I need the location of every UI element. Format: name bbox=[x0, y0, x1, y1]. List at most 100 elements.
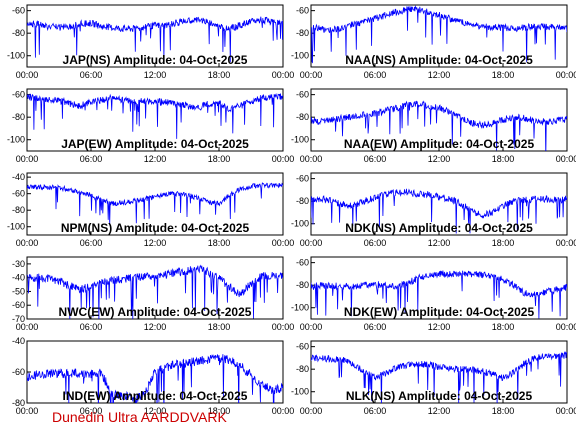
x-tick-label: 00:00 bbox=[16, 70, 39, 80]
x-tick-label: 00:00 bbox=[556, 70, 576, 80]
x-tick-label: 00:00 bbox=[300, 406, 323, 416]
y-tick-label: -100 bbox=[291, 135, 309, 145]
x-tick-label: 00:00 bbox=[272, 70, 295, 80]
chart-panel: -60 -80 -100 00:00 06:00 12:00 18:00 00:00 JAP(N… bbox=[7, 4, 295, 80]
series-line bbox=[311, 5, 567, 64]
x-tick-label: 18:00 bbox=[208, 238, 231, 248]
plot-frame bbox=[310, 172, 568, 236]
plot-frame bbox=[26, 88, 284, 152]
y-tick-label: -60 bbox=[296, 90, 309, 100]
x-tick-label: 18:00 bbox=[208, 154, 231, 164]
y-tick-label: -80 bbox=[296, 364, 309, 374]
series-line bbox=[27, 264, 283, 319]
x-tick-label: 06:00 bbox=[364, 322, 387, 332]
x-tick-label: 18:00 bbox=[208, 322, 231, 332]
chart-panel: -60 -80 -100 00:00 06:00 12:00 18:00 00:00 JAP(E… bbox=[7, 88, 294, 164]
x-tick-label: 00:00 bbox=[300, 70, 323, 80]
y-tick-label: -100 bbox=[291, 303, 309, 313]
y-tick-label: -80 bbox=[12, 112, 25, 122]
plot-frame bbox=[26, 340, 284, 404]
y-tick-label: -80 bbox=[12, 28, 25, 38]
x-tick-label: 12:00 bbox=[144, 154, 167, 164]
x-tick-label: 12:00 bbox=[428, 322, 451, 332]
y-tick-label: -100 bbox=[7, 222, 25, 232]
x-tick-label: 18:00 bbox=[208, 70, 231, 80]
y-tick-label: -70 bbox=[12, 314, 25, 324]
x-tick-label: 12:00 bbox=[428, 154, 451, 164]
series-line bbox=[311, 351, 567, 403]
y-tick-label: -30 bbox=[12, 259, 25, 269]
y-tick-label: -80 bbox=[296, 280, 309, 290]
y-tick-label: -100 bbox=[291, 387, 309, 397]
x-tick-label: 06:00 bbox=[80, 406, 103, 416]
chart-title: NWC(EW) Amplitude: 04-Oct-2025 bbox=[59, 305, 252, 319]
x-tick-label: 00:00 bbox=[556, 238, 576, 248]
y-tick-label: -100 bbox=[291, 51, 309, 61]
x-tick-label: 12:00 bbox=[428, 238, 451, 248]
y-tick-label: -40 bbox=[12, 172, 25, 182]
x-tick-label: 12:00 bbox=[428, 70, 451, 80]
chart-title: JAP(NS) Amplitude: 04-Oct-2025 bbox=[63, 53, 248, 67]
x-tick-label: 12:00 bbox=[428, 406, 451, 416]
y-tick-label: -80 bbox=[296, 196, 309, 206]
chart-title: NDK(EW) Amplitude: 04-Oct-2025 bbox=[344, 305, 535, 319]
x-tick-label: 00:00 bbox=[556, 406, 576, 416]
x-tick-label: 00:00 bbox=[16, 406, 39, 416]
chart-title: JAP(EW) Amplitude: 04-Oct-2025 bbox=[61, 137, 249, 151]
x-tick-label: 18:00 bbox=[208, 406, 231, 416]
x-tick-label: 12:00 bbox=[144, 406, 167, 416]
y-tick-label: -60 bbox=[296, 258, 309, 268]
x-tick-label: 06:00 bbox=[364, 154, 387, 164]
plot-frame bbox=[26, 172, 284, 236]
chart-panel: -40 -60 -80 -100 00:00 06:00 12:00 18:00 00:00 NP… bbox=[7, 172, 294, 248]
x-tick-label: 06:00 bbox=[80, 154, 103, 164]
x-tick-label: 18:00 bbox=[492, 322, 515, 332]
x-tick-label: 00:00 bbox=[272, 322, 295, 332]
x-tick-label: 06:00 bbox=[80, 322, 103, 332]
y-tick-label: -100 bbox=[291, 219, 309, 229]
chart-panel: -60 -80 -100 00:00 06:00 12:00 18:00 00:00 NDK(E… bbox=[291, 256, 576, 332]
y-tick-label: -60 bbox=[296, 174, 309, 184]
y-tick-label: -40 bbox=[12, 336, 25, 346]
x-tick-label: 12:00 bbox=[144, 70, 167, 80]
x-tick-label: 12:00 bbox=[144, 238, 167, 248]
x-tick-label: 00:00 bbox=[272, 238, 295, 248]
series-line bbox=[311, 188, 567, 234]
y-tick-label: -60 bbox=[12, 300, 25, 310]
chart-panel: -60 -80 -100 00:00 06:00 12:00 18:00 00:00 NAA(N… bbox=[291, 4, 576, 80]
y-tick-label: -50 bbox=[12, 286, 25, 296]
chart-panel: -60 -80 -100 00:00 06:00 12:00 18:00 00:00 NAA(E… bbox=[291, 88, 576, 164]
series-line bbox=[27, 354, 283, 403]
x-tick-label: 06:00 bbox=[364, 406, 387, 416]
y-tick-label: -80 bbox=[12, 205, 25, 215]
x-tick-label: 06:00 bbox=[364, 238, 387, 248]
y-tick-label: -80 bbox=[296, 28, 309, 38]
x-tick-label: 00:00 bbox=[272, 406, 295, 416]
chart-panel: -60 -80 -100 00:00 06:00 12:00 18:00 00:00 NLK(N… bbox=[291, 340, 576, 416]
series-line bbox=[27, 181, 283, 226]
y-tick-label: -60 bbox=[12, 189, 25, 199]
plot-frame bbox=[26, 4, 284, 68]
y-tick-label: -80 bbox=[296, 112, 309, 122]
series-line bbox=[311, 270, 567, 319]
y-tick-label: -60 bbox=[12, 6, 25, 16]
x-tick-label: 18:00 bbox=[492, 70, 515, 80]
x-tick-label: 00:00 bbox=[16, 322, 39, 332]
chart-panel: -60 -80 -100 00:00 06:00 12:00 18:00 00:00 NDK(N… bbox=[291, 172, 576, 248]
y-tick-label: -80 bbox=[12, 398, 25, 408]
x-tick-label: 06:00 bbox=[80, 70, 103, 80]
x-tick-label: 18:00 bbox=[492, 238, 515, 248]
series-line bbox=[311, 100, 567, 151]
x-tick-label: 12:00 bbox=[144, 322, 167, 332]
y-tick-label: -100 bbox=[7, 51, 25, 61]
x-tick-label: 00:00 bbox=[300, 322, 323, 332]
y-tick-label: -100 bbox=[7, 135, 25, 145]
chart-title: NAA(NS) Amplitude: 04-Oct-2025 bbox=[345, 53, 533, 67]
x-tick-label: 00:00 bbox=[16, 154, 39, 164]
y-tick-label: -60 bbox=[296, 342, 309, 352]
y-tick-label: -40 bbox=[12, 273, 25, 283]
